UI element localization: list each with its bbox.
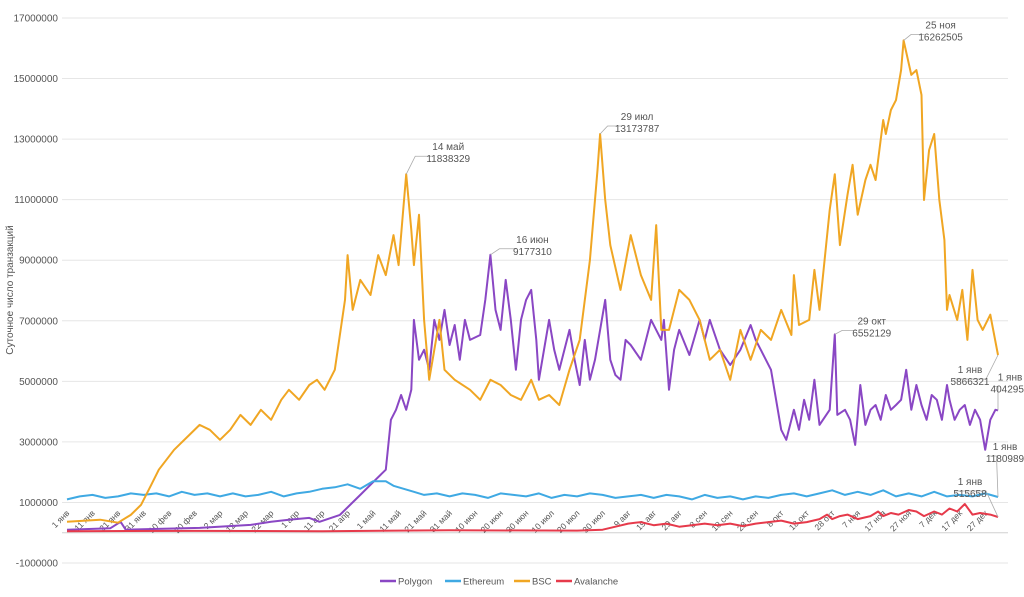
legend-label: Ethereum [463, 577, 504, 588]
series-line-ethereum [66, 480, 999, 501]
annotation-date: 16 июн [516, 235, 549, 246]
legend-label: Avalanche [574, 577, 618, 588]
annotation-value: 515658 [953, 489, 987, 500]
series-line-avalanche [66, 503, 999, 533]
annotation-date: 14 май [432, 142, 464, 153]
annotation-date: 29 июл [621, 112, 654, 123]
x-tick-label: 17 ноя [862, 508, 888, 534]
x-tick-label: 18 сен [709, 508, 734, 533]
annotation-leader [989, 455, 999, 498]
y-tick-label: 9000000 [19, 256, 58, 267]
annotation-leader [490, 248, 517, 256]
annotation-value: 5866321 [951, 377, 990, 388]
annotation-leader [903, 34, 925, 41]
grid-lines [62, 17, 1008, 564]
x-tick-label: 27 ноя [888, 508, 914, 534]
annotation-value: 4042954 [991, 384, 1024, 395]
y-tick-label: 1000000 [19, 498, 58, 509]
x-tick-label: 21 апр [327, 508, 353, 534]
x-tick-label: 8 окт [765, 508, 786, 529]
x-tick-label: 17 дек [939, 508, 964, 533]
annotation-value: 13173787 [615, 124, 660, 135]
annotation-leader [599, 125, 622, 135]
y-tick-label: 11000000 [14, 195, 58, 206]
annotation-value: 6552129 [852, 328, 891, 339]
y-tick-label: 13000000 [14, 135, 59, 146]
y-axis-ticks: 17000000 15000000 13000000 11000000 9000000 7… [14, 14, 59, 570]
legend-label: Polygon [398, 577, 432, 588]
x-tick-label: 1 янв [50, 508, 72, 530]
annotation-value: 9177310 [513, 247, 552, 258]
series-lines [66, 39, 999, 533]
series-line-bsc [66, 39, 999, 524]
y-tick-label: 3000000 [19, 437, 58, 448]
y-tick-label: 7000000 [19, 316, 58, 327]
annotation-value: 11838329 [426, 154, 470, 165]
annotation-date: 1 янв [998, 372, 1023, 383]
annotation-value: 1180989 [986, 454, 1024, 465]
annotation-leader [954, 490, 999, 518]
annotation-date: 1 янв [958, 477, 983, 488]
x-tick-label: 27 дек [965, 508, 990, 533]
annotation-leader [954, 354, 999, 380]
x-tick-label: 8 сен [687, 508, 709, 530]
x-tick-label: 19 авг [634, 508, 658, 532]
annotation-leader [994, 385, 999, 411]
annotation-leader [405, 155, 433, 175]
y-tick-label: -1000000 [16, 559, 59, 570]
y-axis-label: Суточное число транзакций [5, 225, 16, 354]
legend: Polygon Ethereum BSC Avalanche [380, 577, 618, 588]
annotation-date: 25 ноя [925, 20, 955, 31]
y-tick-label: 17000000 [14, 14, 59, 25]
legend-label: BSC [532, 577, 552, 588]
x-tick-label: 18 окт [787, 508, 811, 532]
annotation-leader [834, 330, 856, 335]
annotation-date: 1 янв [993, 442, 1018, 453]
y-tick-label: 15000000 [14, 74, 59, 85]
annotation-date: 29 окт [857, 316, 886, 327]
annotation-value: 16262505 [918, 32, 963, 43]
y-tick-label: 5000000 [19, 377, 58, 388]
annotation-date: 1 янв [958, 365, 983, 376]
x-tick-label: 29 авг [659, 508, 683, 532]
x-tick-label: 28 сен [735, 508, 760, 533]
x-tick-label: 1 май [355, 508, 378, 531]
series-line-polygon [66, 253, 999, 531]
